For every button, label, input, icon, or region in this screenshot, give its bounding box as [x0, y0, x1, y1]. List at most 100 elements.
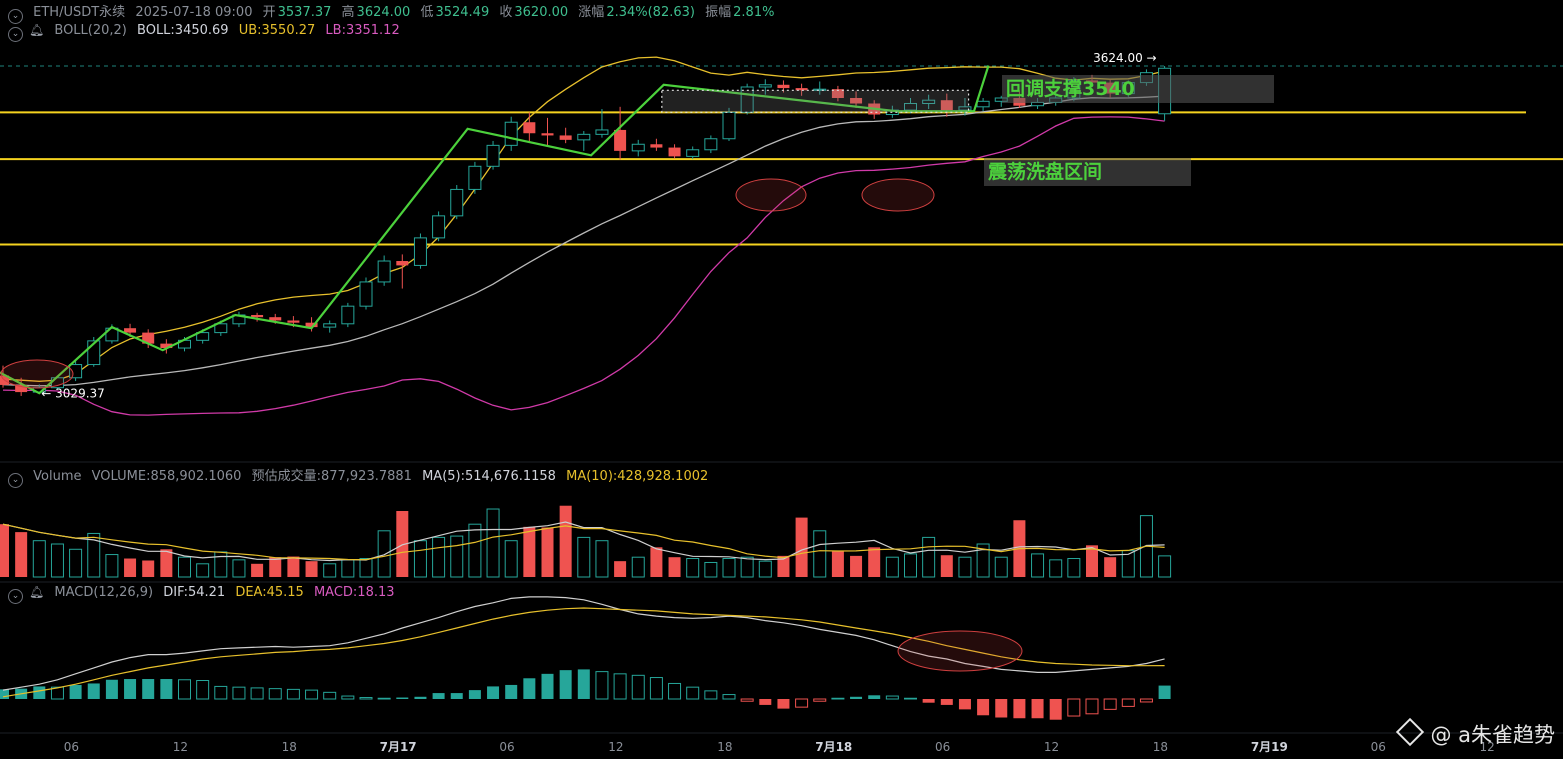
- bell-icon[interactable]: 🔔︎: [29, 585, 45, 599]
- volume-bar: [614, 561, 627, 577]
- volume-bar: [232, 559, 246, 578]
- high-label: 高: [341, 5, 355, 20]
- candle: [631, 139, 645, 157]
- candle-body: [359, 281, 373, 307]
- macd-bar: [850, 696, 863, 699]
- time-tick-label: 06: [935, 740, 950, 754]
- macd-bar: [0, 689, 9, 699]
- candle: [468, 161, 482, 194]
- macd-header: ⌄ 🔔︎ MACD(12,26,9) DIF:54.21 DEA:45.15 MA…: [8, 585, 401, 604]
- volume-bar: [595, 540, 609, 578]
- candle-body: [559, 135, 572, 140]
- macd-bar: [468, 690, 481, 699]
- volume-bar: [650, 547, 663, 577]
- grid-lines: [0, 461, 1563, 734]
- candle-body: [251, 314, 264, 318]
- macd-bar: [1121, 698, 1135, 707]
- candle-body: [341, 305, 355, 325]
- candle-body: [269, 317, 282, 321]
- candle: [650, 138, 663, 151]
- volume-bar: [413, 540, 427, 578]
- macd-bar: [613, 673, 627, 700]
- macd-name[interactable]: MACD(12,26,9): [54, 585, 154, 600]
- candle-body: [413, 237, 427, 266]
- symbol-label[interactable]: ETH/USDT永续: [33, 5, 126, 20]
- candle: [359, 277, 373, 310]
- candle: [577, 131, 591, 151]
- datetime-label: 2025-07-18 09:00: [135, 5, 253, 20]
- candle: [831, 85, 844, 102]
- volume-bar: [704, 561, 718, 578]
- volume-name[interactable]: Volume: [33, 469, 82, 484]
- candle: [922, 94, 936, 110]
- support-ellipse: [735, 178, 807, 212]
- collapse-icon[interactable]: ⌄: [8, 9, 23, 24]
- collapse-icon[interactable]: ⌄: [8, 473, 23, 488]
- candle-body: [813, 88, 827, 91]
- volume-bar: [885, 556, 899, 578]
- volume-panel: [0, 505, 1172, 578]
- volume-bar: [105, 554, 119, 578]
- macd-bar: [105, 679, 118, 699]
- volume-bar: [160, 549, 173, 577]
- candle: [541, 117, 554, 146]
- collapse-icon[interactable]: ⌄: [8, 27, 23, 42]
- boll-header: ⌄ 🔔︎ BOLL(20,2) BOLL:3450.69 UB:3550.27 L…: [8, 23, 406, 42]
- candle-body: [450, 188, 464, 217]
- volume-bar: [50, 543, 64, 578]
- binance-logo-icon: [1396, 717, 1425, 747]
- close-value: 3620.00: [514, 5, 569, 20]
- volume-bar: [87, 532, 101, 578]
- time-tick-label: 18: [1153, 740, 1168, 754]
- volume-ma5-value: MA(5):514,676.1158: [422, 469, 556, 484]
- candle: [850, 91, 863, 108]
- macd-bar: [795, 698, 809, 708]
- macd-bar: [250, 687, 264, 700]
- watermark-text: @ a朱雀趋势: [1430, 723, 1555, 747]
- macd-bar: [268, 688, 282, 700]
- macd-bar: [396, 697, 409, 699]
- candle-body: [595, 129, 609, 135]
- macd-bar: [722, 694, 736, 700]
- volume-bar: [1067, 558, 1081, 578]
- volume-ma5-line: [2, 521, 1165, 562]
- macd-bar: [214, 685, 228, 700]
- volume-bar: [686, 558, 700, 578]
- boll-mid-value: BOLL:3450.69: [137, 23, 229, 38]
- macd-bar: [686, 686, 700, 700]
- candle-body: [323, 323, 337, 328]
- time-tick-label: 12: [1480, 740, 1495, 754]
- candle-body: [850, 98, 863, 104]
- candle-body: [795, 88, 808, 91]
- volume-bar: [287, 556, 300, 577]
- candle-body: [160, 343, 173, 349]
- time-tick-label: 12: [1044, 740, 1059, 754]
- volume-bar: [850, 555, 863, 577]
- volume-bar: [758, 560, 772, 578]
- macd-bar: [142, 679, 155, 699]
- candle: [595, 109, 609, 138]
- boll-name[interactable]: BOLL(20,2): [54, 23, 127, 38]
- macd-value: MACD:18.13: [313, 585, 395, 600]
- macd-bar: [50, 686, 64, 700]
- collapse-icon[interactable]: ⌄: [8, 589, 23, 604]
- amplitude-label: 振幅: [705, 5, 732, 20]
- candle-body: [432, 215, 446, 239]
- time-tick-label: 06: [64, 740, 79, 754]
- macd-bar: [160, 679, 173, 699]
- candle: [722, 107, 736, 141]
- volume-ma10-value: MA(10):428,928.1002: [566, 469, 709, 484]
- macd-bar: [305, 689, 319, 700]
- candle: [232, 311, 246, 328]
- macd-bar: [1103, 698, 1117, 710]
- macd-bar: [232, 686, 246, 700]
- candle: [758, 79, 772, 95]
- macd-dea-line: [2, 607, 1165, 698]
- support-annotation: 回调支撑3540: [1002, 75, 1274, 103]
- volume-value: VOLUME:858,902.1060: [91, 469, 242, 484]
- volume-bar: [269, 557, 282, 577]
- bell-icon[interactable]: 🔔︎: [29, 23, 45, 37]
- volume-bar: [1086, 545, 1098, 577]
- candle: [795, 83, 808, 96]
- candle: [614, 106, 627, 160]
